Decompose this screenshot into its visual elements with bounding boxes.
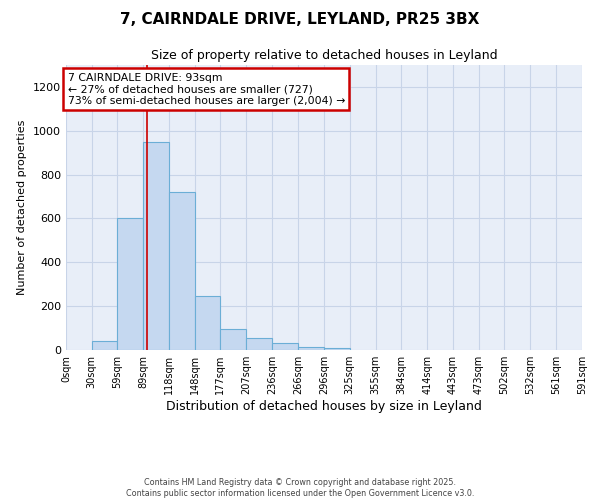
Text: Contains HM Land Registry data © Crown copyright and database right 2025.
Contai: Contains HM Land Registry data © Crown c… bbox=[126, 478, 474, 498]
X-axis label: Distribution of detached houses by size in Leyland: Distribution of detached houses by size … bbox=[166, 400, 482, 413]
Bar bbox=[247, 338, 272, 350]
Bar bbox=[143, 142, 169, 350]
Text: 7 CAIRNDALE DRIVE: 93sqm
← 27% of detached houses are smaller (727)
73% of semi-: 7 CAIRNDALE DRIVE: 93sqm ← 27% of detach… bbox=[68, 72, 345, 106]
Bar bbox=[92, 341, 117, 350]
Title: Size of property relative to detached houses in Leyland: Size of property relative to detached ho… bbox=[151, 50, 497, 62]
Bar bbox=[220, 329, 247, 350]
Bar bbox=[169, 192, 195, 350]
Bar bbox=[324, 348, 350, 350]
Y-axis label: Number of detached properties: Number of detached properties bbox=[17, 120, 28, 295]
Bar bbox=[298, 346, 324, 350]
Bar bbox=[195, 296, 220, 350]
Bar bbox=[117, 218, 143, 350]
Text: 7, CAIRNDALE DRIVE, LEYLAND, PR25 3BX: 7, CAIRNDALE DRIVE, LEYLAND, PR25 3BX bbox=[121, 12, 479, 28]
Bar bbox=[272, 344, 298, 350]
